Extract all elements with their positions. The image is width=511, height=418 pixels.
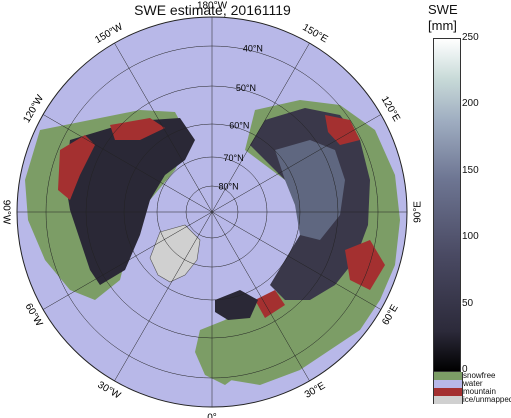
meridian-line (43, 114, 213, 213)
mountain-scandinavia (255, 290, 285, 318)
colorbar-tick-label: 0 (462, 364, 468, 375)
lat-label: 70°N (224, 153, 244, 163)
colorbar-title-line1: SWE (428, 2, 458, 17)
category-swatch (433, 380, 463, 388)
siberia-deep-snow (275, 140, 345, 240)
lon-label: 30°E (303, 380, 328, 401)
category-label: mountain (463, 387, 496, 396)
lon-label: 60°E (380, 303, 401, 328)
colorbar-tick-label: 150 (462, 164, 479, 176)
graticule (16, 16, 408, 408)
colorbar-gradient (433, 38, 461, 372)
meridian-line (114, 43, 213, 213)
lon-label: 180°W (197, 1, 228, 12)
meridian-line (211, 43, 310, 213)
meridian-line (211, 211, 310, 381)
lat-label: 50°N (236, 83, 256, 93)
colorbar-title-line2: [mm] (428, 18, 457, 33)
mountain-east-siberia (325, 115, 360, 145)
lon-label: 0° (207, 413, 217, 418)
lat-label: 80°N (219, 181, 239, 191)
map-title: SWE estimate, 20161119 (134, 2, 291, 18)
category-swatch (433, 396, 463, 404)
mountain-central-asia (345, 240, 385, 290)
lon-label: 90°E (413, 201, 424, 223)
colorbar-tick-label: 200 (462, 98, 479, 110)
colorbar-tick-label: 50 (462, 297, 474, 309)
category-label: water (463, 379, 483, 388)
meridian-line (43, 211, 213, 310)
mountain-rockies (58, 135, 95, 200)
category-label: ice/unmapped (463, 395, 511, 404)
lon-label: 90°W (0, 200, 11, 225)
latitude-labels: 40°N 50°N 60°N 70°N 80°N (219, 44, 263, 192)
colorbar-tick-label: 250 (462, 32, 479, 43)
meridian-line (211, 114, 381, 213)
meridian-line (114, 211, 213, 381)
category-swatch (433, 388, 463, 396)
colorbar-tick-label: 100 (462, 231, 479, 243)
lat-label: 40°N (243, 44, 263, 54)
lat-label: 60°N (229, 120, 249, 130)
europe-snow (215, 290, 258, 320)
category-swatch (433, 372, 463, 380)
category-label: snowfree (463, 371, 496, 380)
mountain-alaska (110, 118, 165, 140)
greenland-ice (149, 224, 201, 283)
meridian-line (211, 211, 381, 310)
